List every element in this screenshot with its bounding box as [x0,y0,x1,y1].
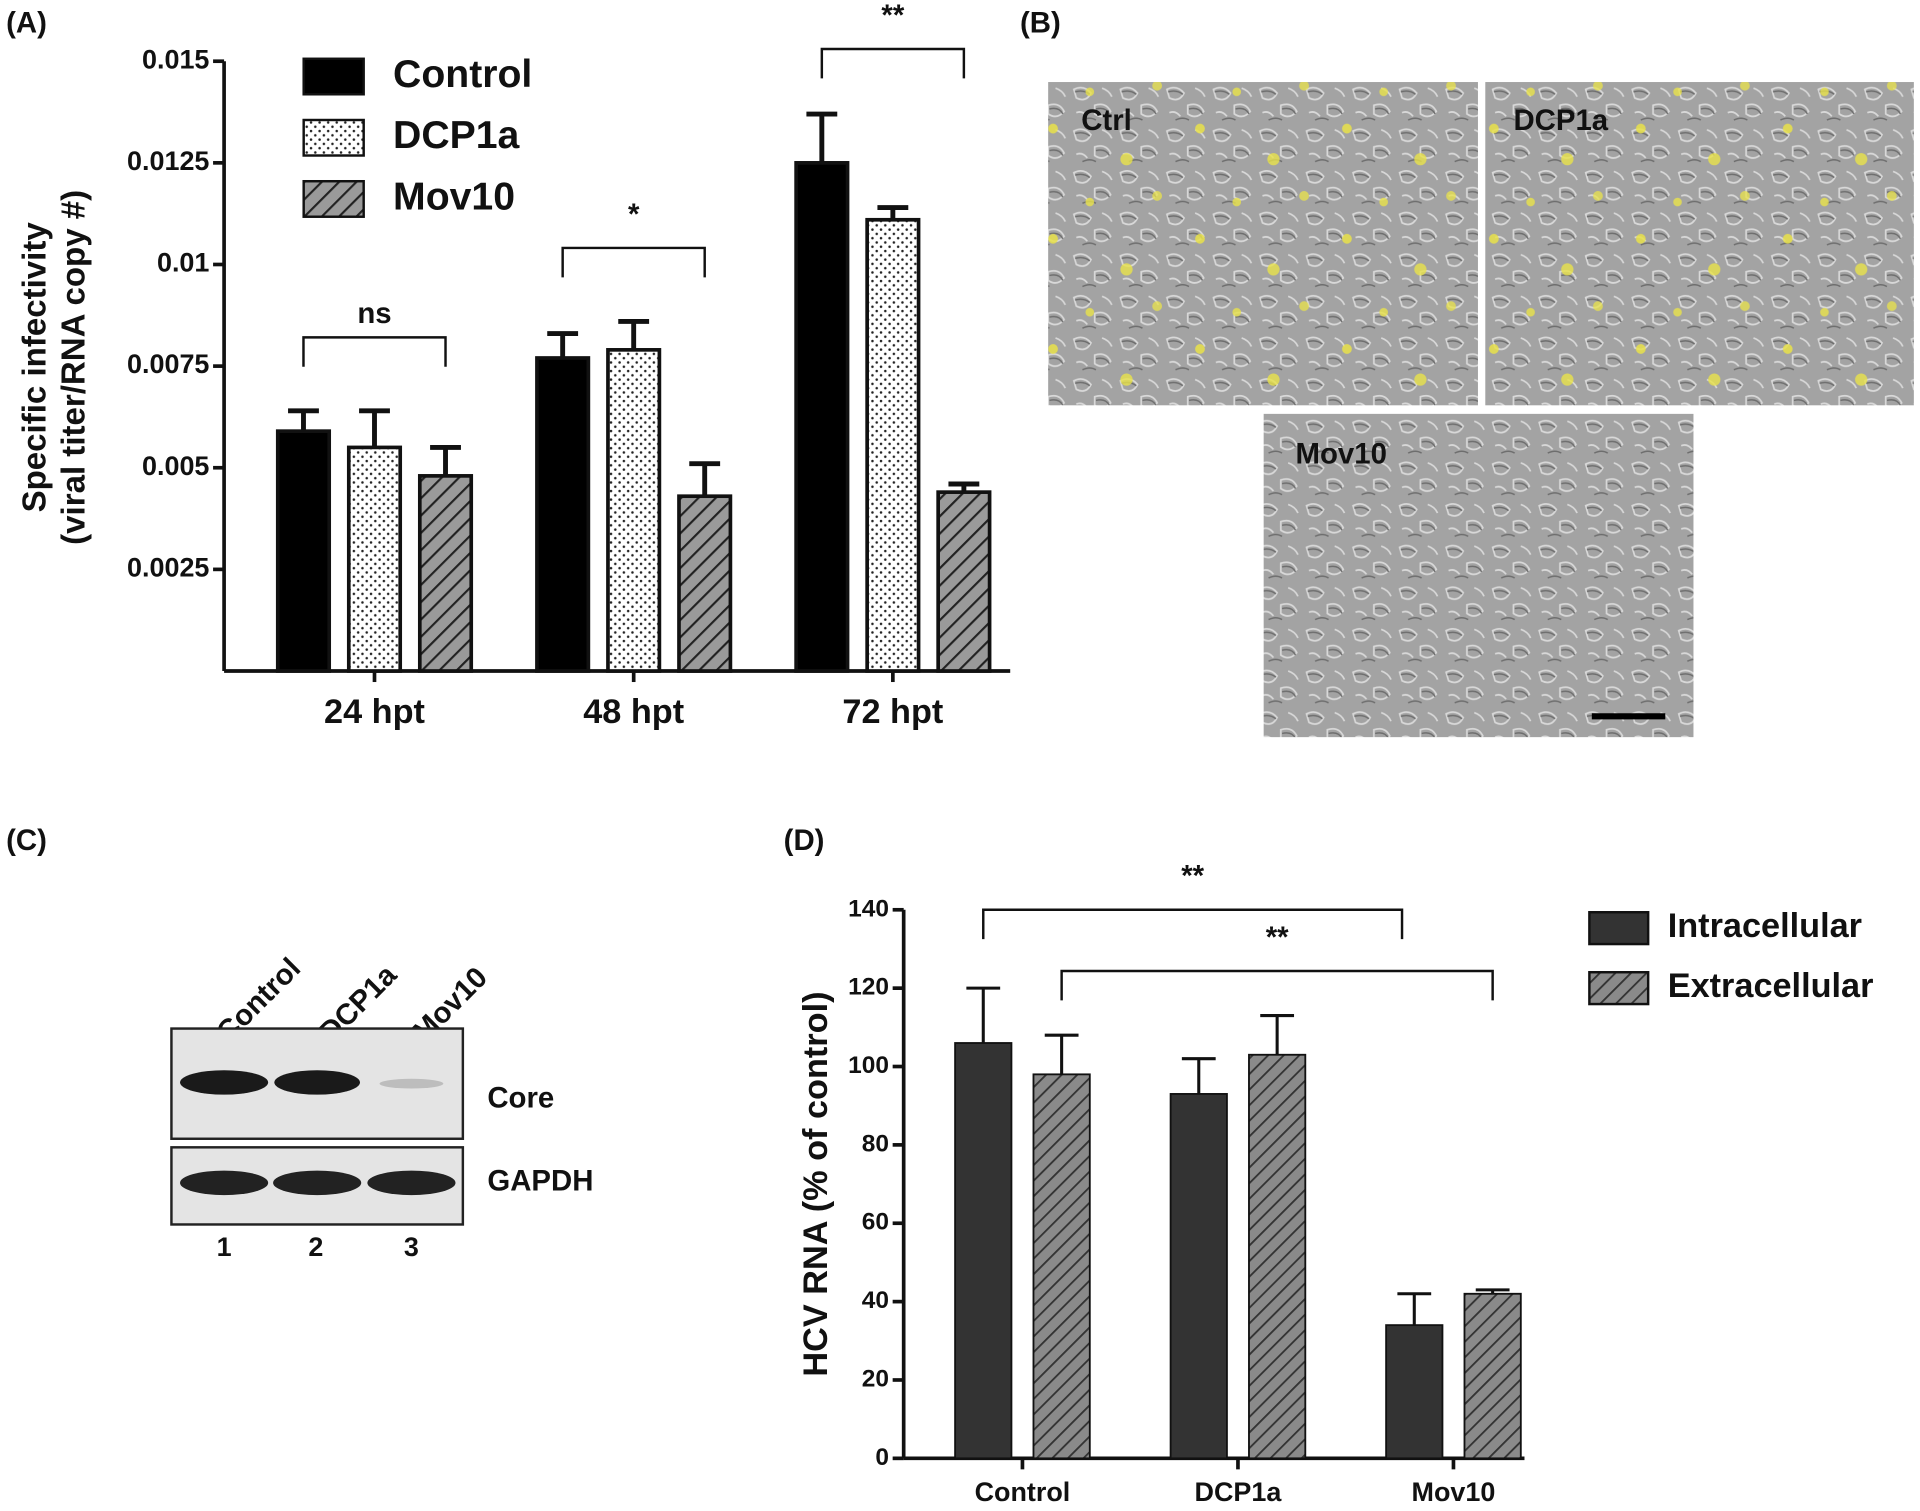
y-tick-label: 0.0025 [127,552,209,582]
x-tick-label: 48 hpt [583,693,684,731]
significance-label: ** [1266,921,1289,954]
bar [794,161,850,673]
y-tick-label: 120 [848,974,889,1001]
legend-label: Control [393,53,532,96]
y-tick-label: 140 [848,895,889,922]
bar [275,429,332,673]
significance-bracket [982,908,1404,940]
bar [954,1042,1013,1460]
micrograph-label: Ctrl [1081,104,1132,137]
y-tick-label: 0.0125 [127,146,209,176]
y-tick-label: 0.015 [142,44,209,74]
bar [1169,1093,1228,1460]
bar [1385,1324,1444,1460]
bar [346,445,403,673]
western-blot: Control DCP1a Mov10 Core GAPDH 1 2 3 [170,952,593,1262]
y-axis-label: Specific infectivity [16,222,53,513]
micrograph-panel: Ctrl DCP1a Mov10 [1048,82,1914,738]
lane-number: 3 [404,1232,419,1262]
fluorescence [1485,82,1914,406]
bar [677,494,733,673]
legend-label: Mov10 [393,175,515,218]
bar [535,356,591,673]
band [367,1170,456,1196]
bar [1463,1292,1522,1460]
lane-number: 2 [308,1232,323,1262]
legend-label: DCP1a [393,114,520,157]
row-label: GAPDH [487,1165,593,1198]
significance-bracket [302,336,447,367]
legend-swatch [1588,971,1650,1006]
y-tick-label: 0 [875,1444,889,1471]
significance-label: ** [881,0,904,32]
bar [1248,1053,1307,1460]
y-tick-label: 0.01 [157,248,209,278]
panel-label: (B) [1020,6,1061,39]
significance-bracket [820,47,966,79]
significance-bracket [1060,969,1494,1001]
x-tick-label: DCP1a [1195,1477,1283,1507]
x-tick-label: Mov10 [1412,1477,1496,1507]
panel-label: (D) [784,824,825,857]
y-tick-label: 20 [862,1365,889,1392]
y-tick-label: 80 [862,1130,889,1157]
band [273,1170,362,1196]
band [274,1070,361,1095]
fluorescence [1048,82,1478,406]
panel-label: (A) [6,6,47,39]
micrograph-label: Mov10 [1296,437,1387,470]
significance-label: ns [357,297,391,330]
x-tick-label: Control [975,1477,1071,1507]
y-tick-label: 40 [862,1287,889,1314]
y-tick-label: 60 [862,1209,889,1236]
significance-label: ** [1181,860,1204,893]
x-tick-label: 72 hpt [842,693,943,731]
band [379,1078,444,1089]
bar [606,348,662,673]
bar [865,217,921,673]
lane-number: 1 [217,1232,232,1262]
legend-swatch [302,118,365,157]
y-tick-label: 0.005 [142,451,209,481]
micrograph [1263,413,1694,738]
legend-label: Extracellular [1668,967,1874,1005]
band [180,1070,269,1095]
bar [417,474,474,673]
panel-label: (C) [6,824,47,857]
band [180,1170,269,1196]
legend-swatch [302,57,365,96]
legend-swatch [1588,911,1650,946]
legend-label: Intracellular [1668,907,1862,945]
row-label: Core [487,1081,554,1114]
x-tick-label: 24 hpt [324,693,425,731]
significance-label: * [628,198,640,231]
significance-bracket [561,246,706,278]
legend-swatch [302,179,365,218]
y-tick-label: 100 [848,1052,889,1079]
y-axis-label: (viral titer/RNA copy #) [56,190,93,545]
bar [936,490,992,673]
y-tick-label: 0.0075 [127,349,209,379]
micrograph-label: DCP1a [1513,104,1608,137]
bar [1032,1073,1091,1460]
y-axis-label: HCV RNA (% of control) [797,991,835,1376]
